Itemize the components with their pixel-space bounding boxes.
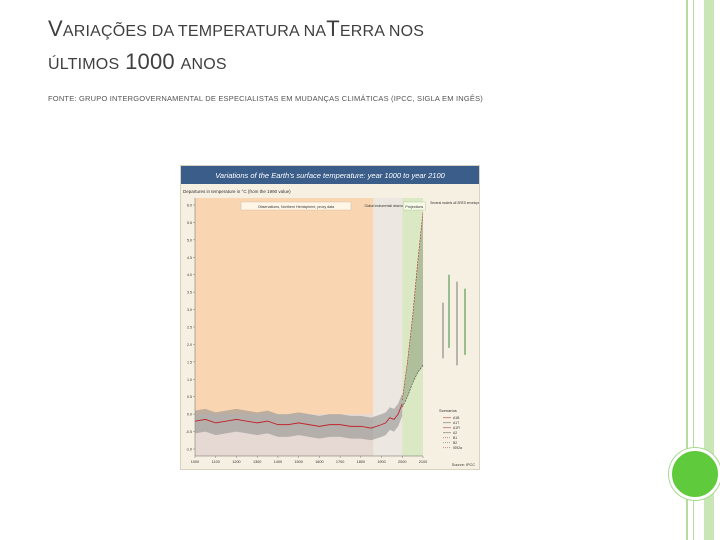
projection-upper-line [401,211,424,401]
decor-green-circle [669,448,720,500]
x-tick-label: 1700 [336,460,344,464]
y-tick-label: 4.0 [187,273,192,277]
side-label: Several models all SRES envelope [430,201,479,205]
decor-vertical-line-1 [686,0,688,540]
x-tick-label: 1800 [357,460,365,464]
x-tick-label: 1400 [274,460,282,464]
title-text-1: ARIAÇÕES DA TEMPERATURA NA [62,23,327,40]
projection-lower-line [402,365,424,408]
title-text-4: ANOS [180,56,227,73]
y-tick-label: 2.0 [187,343,192,347]
temperature-chart-svg: Variations of the Earth's surface temper… [181,166,479,467]
y-tick-label: -1.0 [186,448,192,452]
band-label-box-3 [403,201,426,211]
band-label-instrumental: Global instrumental observations [365,204,412,208]
y-tick-label: 5.0 [187,238,192,242]
chart-title-bar [181,166,479,184]
uncertainty-band [195,393,403,441]
observed-line [194,403,403,429]
y-tick-label: 0.5 [187,395,192,399]
x-tick-label: 2000 [398,460,406,464]
legend-entry: A1T [453,421,459,425]
y-tick-label: 3.5 [187,291,192,295]
y-tick-label: 1.0 [187,378,192,382]
title-text-3: ÚLTIMOS [48,56,120,73]
legend-entry: A1FI [453,426,460,430]
y-tick-label: 4.5 [187,256,192,260]
legend-entry: A2 [453,431,457,435]
legend-entry: B2 [453,441,457,445]
legend-title: Scenarios [439,408,457,413]
y-tick-label: 5.5 [187,221,192,225]
title-text-2: ERRA NOS [339,23,425,40]
source-citation: FONTE: GRUPO INTERGOVERNAMENTAL DE ESPEC… [48,94,483,103]
x-tick-label: 2100 [419,460,427,464]
x-tick-label: 1000 [191,460,199,464]
y-tick-label: 0.0 [187,413,192,417]
band-label-box-1 [240,201,352,211]
band-label-projection: Projections [405,205,423,209]
x-tick-label: 1100 [212,460,220,464]
x-tick-label: 1900 [377,460,385,464]
temperature-chart: Variations of the Earth's surface temper… [180,165,480,470]
title-cap-t: T [326,16,340,41]
chart-title: Variations of the Earth's surface temper… [215,171,445,180]
projection-envelope [402,211,423,408]
x-tick-label: 1300 [253,460,261,464]
y-tick-label: 3.0 [187,308,192,312]
x-tick-label: 1600 [315,460,323,464]
decor-vertical-bar [704,0,714,540]
chart-source-note: Source: IPCC [452,463,475,467]
title-cap-v: V [48,16,63,41]
title-line-2: ÚLTIMOS 1000 ANOS [48,47,648,80]
decor-vertical-line-2 [693,0,694,540]
legend-entry: IS92a [453,446,462,450]
x-tick-label: 1500 [294,460,302,464]
band-label-proxy: Observations, Northern Hemisphere, proxy… [258,205,334,209]
y-tick-label: 6.0 [187,203,192,207]
plot-layer: Observations, Northern Hemisphere, proxy… [186,198,479,467]
legend-entry: B1 [453,436,457,440]
legend-entry: A1B [453,416,460,420]
y-tick-label: -0.5 [186,430,192,434]
y-tick-label: 1.5 [187,360,192,364]
chart-ylabel: Departures in temperature in °C (from th… [183,189,291,194]
y-tick-label: 2.5 [187,326,192,330]
title-line-1: VARIAÇÕES DA TEMPERATURA NATERRA NOS [48,14,648,47]
title-number: 1000 [125,49,175,74]
slide-title: VARIAÇÕES DA TEMPERATURA NATERRA NOS ÚLT… [48,14,648,80]
x-tick-label: 1200 [232,460,240,464]
